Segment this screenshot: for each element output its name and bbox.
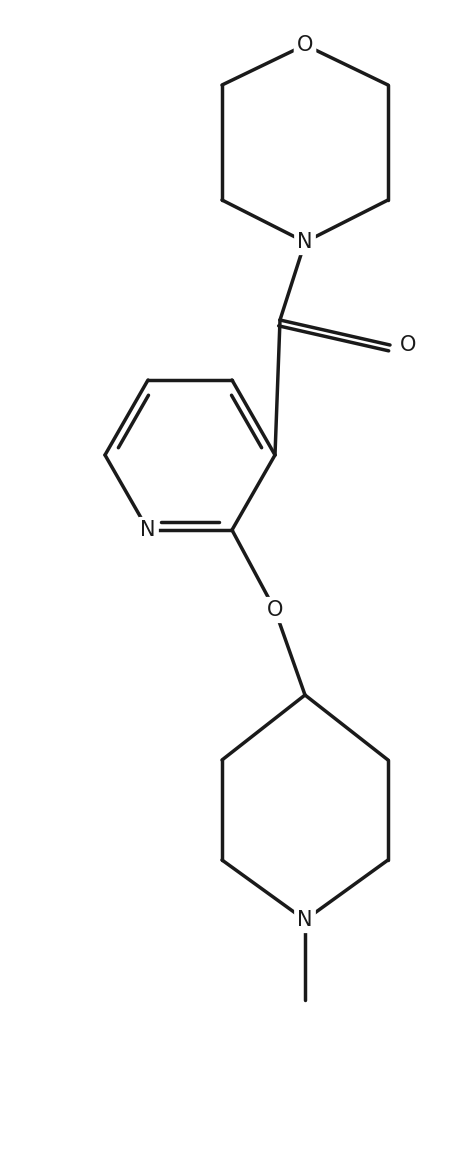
Text: N: N bbox=[297, 232, 313, 252]
Text: O: O bbox=[297, 35, 313, 55]
Text: N: N bbox=[140, 520, 156, 541]
Text: O: O bbox=[400, 335, 416, 355]
Text: N: N bbox=[297, 909, 313, 930]
Text: O: O bbox=[267, 600, 283, 619]
